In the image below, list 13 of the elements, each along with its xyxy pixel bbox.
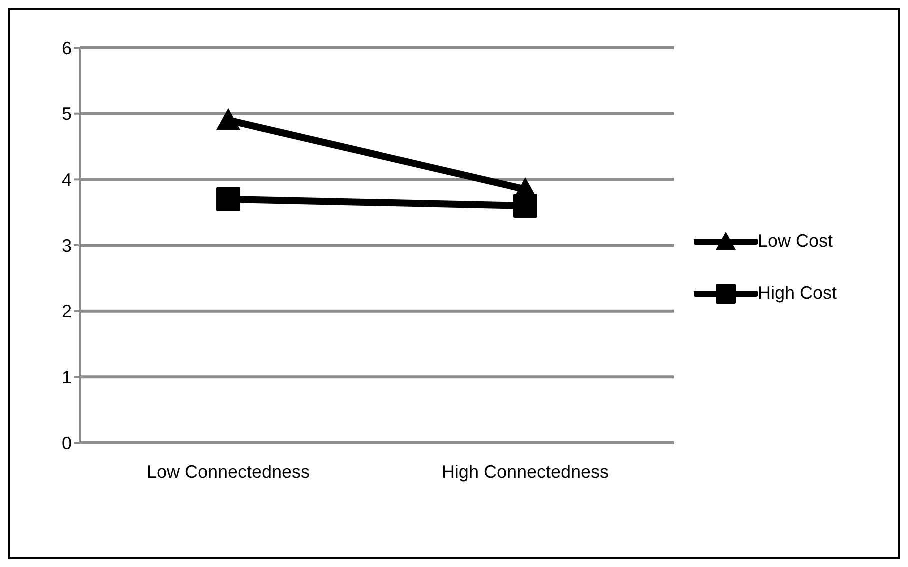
x-tick-label: High Connectedness xyxy=(442,462,610,482)
y-tick-label: 0 xyxy=(62,433,72,454)
y-tick-label: 3 xyxy=(62,236,72,256)
point xyxy=(216,187,240,212)
y-tick-label: 4 xyxy=(62,170,72,190)
point xyxy=(514,194,538,218)
y-tick-label: 6 xyxy=(62,38,72,58)
y-tick-label: 1 xyxy=(62,368,72,388)
y-tick-label: 5 xyxy=(62,104,72,124)
y-tick-label: 2 xyxy=(62,302,72,322)
legend-label: High Cost xyxy=(758,283,838,304)
x-tick-label: Low Connectedness xyxy=(146,462,310,482)
legend-label: Low Cost xyxy=(758,231,834,252)
